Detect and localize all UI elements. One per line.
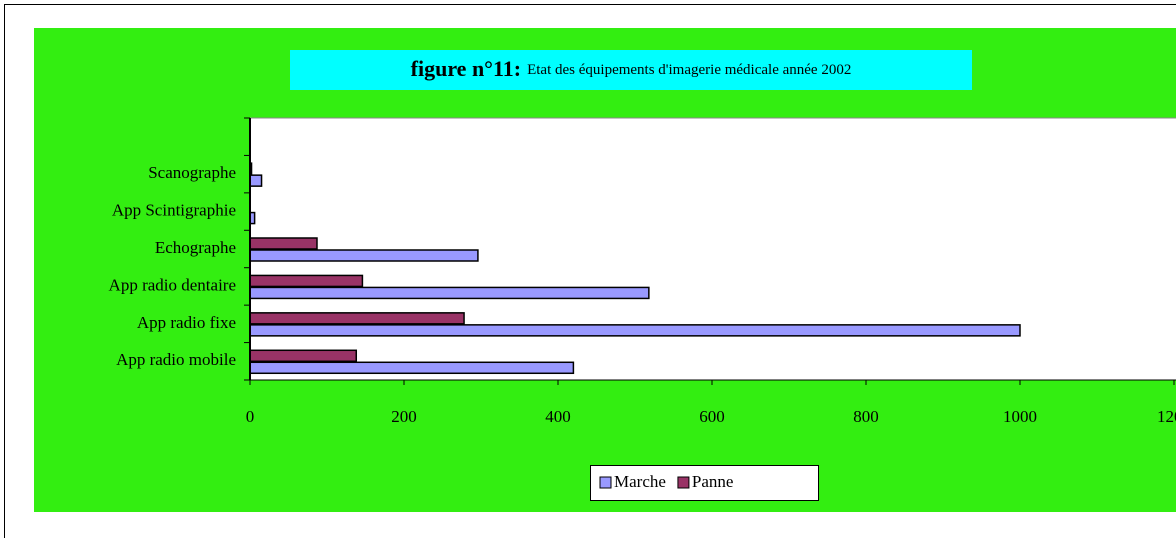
chart-title: figure n°11: Etat des équipements d'image… <box>411 56 852 81</box>
x-tick-label: 400 <box>545 407 571 426</box>
bar <box>249 249 479 262</box>
bar <box>249 361 575 375</box>
x-tick-label: 1000 <box>1003 407 1037 426</box>
y-tick-label: Scanographe <box>148 163 236 182</box>
legend-swatch <box>599 476 612 489</box>
bar <box>249 237 318 250</box>
title-text: Etat des équipements d'imagerie médicale… <box>527 62 851 78</box>
y-tick-label: App radio dentaire <box>109 275 236 294</box>
bar <box>249 349 358 363</box>
bar <box>249 324 1021 337</box>
x-tick-label: 800 <box>853 407 879 426</box>
y-tick-label: App Scintigraphie <box>112 200 236 219</box>
bar <box>249 312 465 325</box>
x-tick-label: 600 <box>699 407 725 426</box>
plot-area <box>249 117 1176 381</box>
y-tick-label: App radio mobile <box>116 350 236 369</box>
y-tick-label: App radio fixe <box>137 313 236 332</box>
bar <box>249 274 364 288</box>
bar <box>249 286 650 300</box>
x-tick-label: 1200 <box>1157 407 1176 426</box>
x-tick-label: 200 <box>391 407 417 426</box>
title-box <box>290 50 972 90</box>
y-tick-label: Echographe <box>155 238 236 257</box>
legend-label: Panne <box>692 472 734 491</box>
legend-label: Marche <box>614 472 666 491</box>
title-prefix: figure n°11: <box>411 56 521 81</box>
legend-swatch <box>677 476 690 489</box>
bar <box>249 174 263 187</box>
legend <box>590 465 819 501</box>
x-tick-label: 0 <box>246 407 255 426</box>
